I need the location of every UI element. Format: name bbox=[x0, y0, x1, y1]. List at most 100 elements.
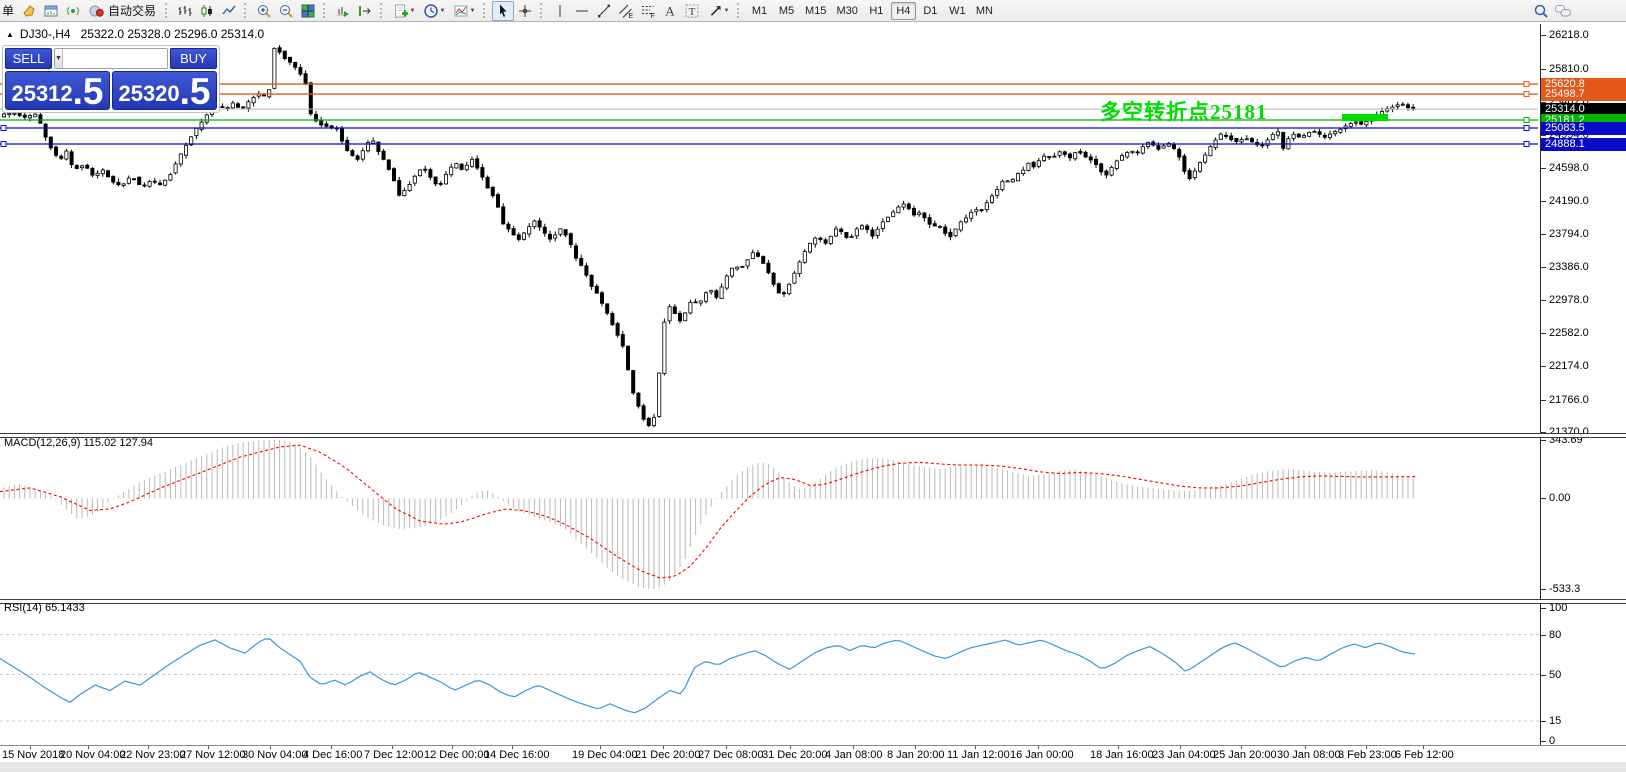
time-tick-mark bbox=[512, 745, 513, 749]
time-axis-label: 14 Dec 16:00 bbox=[484, 749, 550, 761]
timeframe-M5[interactable]: M5 bbox=[774, 2, 799, 20]
chart-background bbox=[0, 22, 1626, 762]
zoom-in-button[interactable] bbox=[253, 1, 275, 21]
text-label-tool-button[interactable]: T bbox=[681, 1, 703, 21]
zoom-out-button[interactable] bbox=[275, 1, 297, 21]
timeframe-MN[interactable]: MN bbox=[972, 2, 997, 20]
axis-tick-label: 0 bbox=[1549, 735, 1556, 747]
time-axis-label: 19 Dec 04:00 bbox=[572, 749, 638, 761]
buy-price-fraction: .5 bbox=[179, 71, 211, 112]
indicators-button[interactable]: ▼ bbox=[389, 1, 419, 21]
time-axis-label: 16 Jan 00:00 bbox=[1010, 749, 1074, 761]
hline-handle[interactable] bbox=[1523, 125, 1530, 132]
axis-tick-label: 0.00 bbox=[1549, 492, 1571, 505]
channel-tool-button[interactable]: E bbox=[615, 1, 637, 21]
new-chart-button[interactable] bbox=[40, 1, 62, 21]
annotation-text[interactable]: 多空转折点25181 bbox=[1100, 100, 1268, 124]
timeframe-H1[interactable]: H1 bbox=[864, 2, 889, 20]
hlines-layer[interactable] bbox=[0, 81, 1538, 148]
chart-window-icon bbox=[44, 5, 58, 16]
chat-button[interactable] bbox=[1552, 1, 1574, 21]
trendline-tool-button[interactable] bbox=[593, 1, 615, 21]
sell-price-main: 25312 bbox=[11, 81, 73, 106]
periods-button[interactable]: ▼ bbox=[419, 1, 449, 21]
text-tool-button[interactable]: A bbox=[659, 1, 681, 21]
bar-chart-icon bbox=[178, 5, 192, 16]
highlight-rectangle[interactable] bbox=[1342, 113, 1388, 122]
line-chart-mode-button[interactable] bbox=[218, 1, 240, 21]
volume-input[interactable] bbox=[62, 49, 167, 68]
time-tick-mark bbox=[726, 745, 727, 749]
chart-ohlc-values: 25322.0 25328.0 25296.0 25314.0 bbox=[80, 27, 265, 41]
fibonacci-tool-button[interactable]: F bbox=[637, 1, 659, 21]
search-icon bbox=[1534, 4, 1548, 18]
hline-handle[interactable] bbox=[0, 141, 7, 148]
time-axis-label: 21 Dec 20:00 bbox=[635, 749, 701, 761]
timeframe-D1[interactable]: D1 bbox=[918, 2, 943, 20]
candlestick-icon bbox=[201, 4, 213, 17]
macd-indicator-label: MACD(12,26,9) 115.02 127.94 bbox=[4, 437, 153, 449]
autotrading-button[interactable]: 自动交易 bbox=[84, 1, 161, 21]
time-tick-mark bbox=[331, 745, 332, 749]
crosshair-tool-button[interactable] bbox=[514, 1, 536, 21]
one-click-trading-panel: SELL ▼ ▲ BUY 25312 .5 25320 .5 bbox=[2, 45, 220, 113]
buy-price-button[interactable]: 25320 .5 bbox=[112, 71, 217, 110]
chat-icon bbox=[1555, 4, 1571, 16]
search-button[interactable] bbox=[1530, 1, 1552, 21]
signals-button[interactable] bbox=[62, 1, 84, 21]
time-axis-label: 7 Dec 12:00 bbox=[364, 749, 424, 761]
chart-header: ▲ DJ30-,H4 25322.0 25328.0 25296.0 25314… bbox=[6, 27, 264, 41]
timeframe-M1[interactable]: M1 bbox=[747, 2, 772, 20]
axis-tick-mark bbox=[1541, 432, 1546, 433]
timeframe-M15[interactable]: M15 bbox=[801, 2, 830, 20]
axis-tick-label: 80 bbox=[1549, 628, 1562, 641]
axis-tick-mark bbox=[1541, 68, 1546, 70]
time-axis-label: 31 Dec 20:00 bbox=[762, 749, 828, 761]
hline-handle[interactable] bbox=[0, 125, 7, 132]
hline-handle[interactable] bbox=[1523, 141, 1530, 148]
axis-tick-mark bbox=[1541, 399, 1546, 401]
time-axis-label: 8 Jan 20:00 bbox=[887, 749, 945, 761]
volume-decrease-button[interactable]: ▼ bbox=[55, 49, 63, 68]
axis-tick-mark bbox=[1541, 589, 1546, 591]
zoom-out-icon bbox=[280, 4, 293, 18]
timeframe-W1[interactable]: W1 bbox=[945, 2, 970, 20]
collapse-triangle-icon[interactable]: ▲ bbox=[6, 29, 14, 39]
time-tick-mark bbox=[600, 745, 601, 749]
candlestick-mode-button[interactable] bbox=[196, 1, 218, 21]
axis-tick-mark bbox=[1541, 35, 1546, 37]
timeframe-H4[interactable]: H4 bbox=[890, 1, 916, 20]
cursor-icon bbox=[500, 4, 507, 17]
auto-scroll-button[interactable] bbox=[332, 1, 354, 21]
hline-handle[interactable] bbox=[1523, 81, 1530, 88]
toolbar-grip bbox=[483, 3, 488, 18]
new-order-button[interactable] bbox=[18, 1, 40, 21]
sell-button[interactable]: SELL bbox=[5, 48, 52, 69]
chevron-down-icon: ▼ bbox=[469, 7, 476, 14]
timeframe-M30[interactable]: M30 bbox=[832, 2, 861, 20]
text-letter: A bbox=[665, 3, 675, 18]
arrows-tool-button[interactable]: ▼ bbox=[703, 1, 733, 21]
buy-button[interactable]: BUY bbox=[170, 48, 217, 69]
axis-tick-mark bbox=[1541, 366, 1546, 368]
panel-divider[interactable] bbox=[0, 599, 1626, 604]
hline-handle[interactable] bbox=[1523, 91, 1530, 98]
horizontal-line-tool-button[interactable] bbox=[571, 1, 593, 21]
tile-windows-button[interactable] bbox=[297, 1, 319, 21]
cursor-tool-button[interactable] bbox=[492, 0, 515, 21]
chart-shift-button[interactable] bbox=[354, 1, 376, 21]
panel-divider[interactable] bbox=[0, 433, 1626, 438]
vertical-line-tool-button[interactable] bbox=[549, 1, 571, 21]
indicators-icon bbox=[394, 4, 408, 17]
templates-button[interactable]: ▼ bbox=[449, 1, 479, 21]
time-axis-label: 12 Dec 00:00 bbox=[424, 749, 490, 761]
axis-tick-label: 24190.0 bbox=[1549, 195, 1589, 208]
hline-handle[interactable] bbox=[1523, 117, 1530, 124]
bar-chart-mode-button[interactable] bbox=[174, 1, 196, 21]
line-chart-icon bbox=[222, 5, 236, 14]
toolbar-grip bbox=[244, 3, 249, 18]
sell-price-button[interactable]: 25312 .5 bbox=[5, 71, 110, 110]
fibonacci-icon: F bbox=[642, 5, 655, 19]
time-tick-mark bbox=[208, 745, 209, 749]
